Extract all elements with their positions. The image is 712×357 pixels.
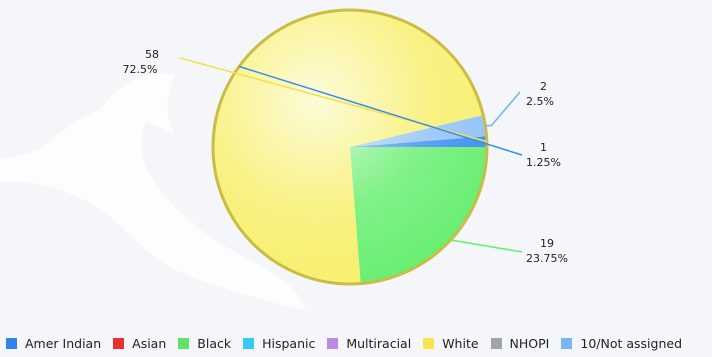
legend-swatch	[6, 337, 17, 349]
legend-swatch	[327, 337, 339, 349]
legend-swatch	[178, 337, 190, 349]
legend-item-white[interactable]: White	[423, 335, 479, 351]
data-label-percent: 2.5%	[526, 95, 554, 108]
data-labels: 58 72.5% 2 2.5% 1 1.25% 19 23.75%	[123, 48, 568, 265]
legend: Amer Indian Asian Black Hispanic Multiracial…	[6, 334, 694, 352]
legend-item-black[interactable]: Black	[178, 336, 231, 351]
leader-line	[485, 91, 521, 127]
data-label-value: 58	[145, 48, 159, 61]
legend-label: Amer Indian	[25, 335, 102, 351]
pie	[211, 8, 489, 286]
legend-item-nhopi[interactable]: NHOPI	[490, 335, 550, 351]
legend-item-10-not-assigned[interactable]: 10/Not assigned	[561, 336, 682, 351]
legend-label: White	[442, 335, 479, 351]
legend-item-multiracial[interactable]: Multiracial	[327, 336, 411, 351]
legend-item-asian[interactable]: Asian	[113, 336, 166, 351]
data-label-value: 1	[540, 141, 547, 154]
eagle-watermark	[0, 73, 305, 310]
pie-gloss	[211, 8, 489, 286]
data-label-value: 2	[540, 80, 547, 93]
data-label-percent: 72.5%	[123, 63, 158, 76]
data-label-percent: 23.75%	[526, 252, 568, 265]
legend-swatch	[113, 337, 125, 349]
data-label-percent: 1.25%	[526, 156, 561, 169]
legend-label: 10/Not assigned	[580, 335, 683, 351]
legend-label: Hispanic	[262, 335, 316, 351]
leader-line	[450, 239, 523, 253]
legend-swatch	[490, 337, 502, 349]
legend-swatch	[243, 337, 255, 349]
legend-item-amer-indian[interactable]: Amer Indian	[6, 336, 101, 351]
legend-label: Multiracial	[346, 335, 412, 351]
legend-swatch	[423, 337, 435, 349]
legend-label: NHOPI	[509, 335, 550, 351]
data-label-value: 19	[540, 237, 554, 250]
legend-item-hispanic[interactable]: Hispanic	[243, 336, 315, 351]
leader-line	[238, 65, 523, 156]
legend-label: Black	[197, 335, 232, 351]
legend-label: Asian	[132, 335, 167, 351]
legend-swatch	[561, 337, 573, 349]
